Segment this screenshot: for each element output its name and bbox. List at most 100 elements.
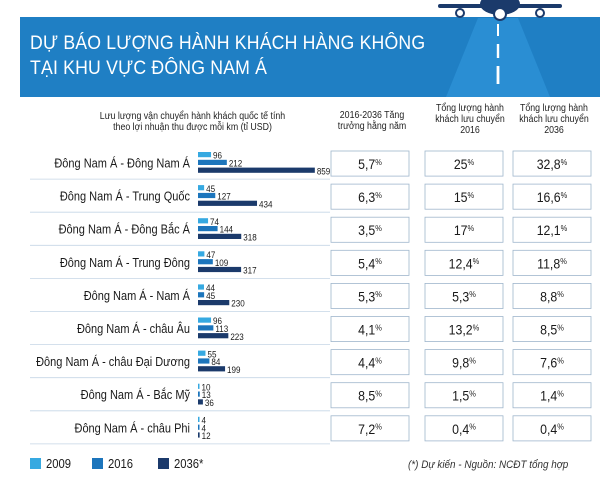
bar-2016 [198,391,200,397]
bar-value-label: 84 [211,356,220,367]
bar-value-label: 13 [202,390,211,401]
bar-2009 [198,350,206,356]
bar-value-label: 109 [215,257,229,268]
table-cell-share-2036 [512,150,592,177]
table-cell-share-2016 [424,150,504,177]
bar-value-label: 36 [205,397,214,408]
table-value-growth: 3,5% [358,223,382,239]
legend-label: 2009 [46,456,71,471]
table-cell-share-2016 [424,316,504,343]
legend-swatch [92,458,103,469]
legend-label: 2036* [174,456,204,471]
category-label: Đông Nam Á - Đông Nam Á [54,157,190,171]
category-label: Đông Nam Á - châu Phi [75,422,190,436]
table-value-growth: 8,5% [358,388,382,404]
table-cell-share-2036 [512,249,592,276]
category-label: Đông Nam Á - Trung Quốc [60,190,190,204]
table-cell-share-2036 [512,382,592,409]
bar-2016 [198,259,213,265]
table-cell-growth [330,183,410,210]
table-value-share-2036: 0,4% [540,421,564,437]
bar-value-label: 199 [227,364,241,375]
table-value-growth: 5,4% [358,256,382,272]
table-cell-growth [330,316,410,343]
table-value-share-2016: 15% [454,189,474,205]
bar-value-label: 96 [213,316,222,327]
table-value-growth: 6,3% [358,189,382,205]
bar-value-label: 317 [243,265,257,276]
column-header-share-2016: Tổng lượng hành khách lưu chuyển 2016 [435,103,505,136]
bar-2009 [198,185,205,191]
bar-value-label: 223 [230,331,244,342]
table-cell-growth [330,249,410,276]
table-value-share-2036: 16,6% [537,189,568,205]
bar-value-label: 4 [202,423,207,434]
bar-value-label: 45 [206,290,215,301]
table-cell-growth [330,382,410,409]
table-value-share-2036: 8,8% [540,289,564,305]
legend-swatch [158,458,169,469]
bar-2009 [198,317,212,323]
table-value-share-2016: 1,5% [452,388,476,404]
bar-2036 [198,266,242,273]
bar-value-label: 44 [206,282,215,293]
table-value-growth: 4,4% [358,355,382,371]
table-cell-growth [330,349,410,376]
bar-2009 [198,416,200,422]
bar-value-label: 74 [210,216,219,227]
table-cell-share-2036 [512,216,592,243]
table-cell-share-2016 [424,216,504,243]
bar-2036 [198,233,242,239]
bar-value-label: 12 [202,430,211,441]
bar-value-label: 4 [202,415,207,426]
bar-value-label: 47 [206,249,215,260]
category-label: Đông Nam Á - châu Đại Dương [36,356,190,370]
bar-value-label: 96 [213,150,222,161]
bar-2009 [198,284,204,290]
table-cell-share-2036 [512,349,592,376]
table-value-share-2016: 5,3% [452,289,476,305]
table-value-growth: 5,7% [358,156,382,172]
table-cell-share-2016 [424,415,504,442]
table-value-growth: 4,1% [358,322,382,338]
table-cell-share-2016 [424,183,504,210]
table-cell-growth [330,216,410,243]
table-cell-growth [330,150,410,177]
table-value-share-2016: 13,2% [449,322,480,338]
column-header-growth: 2016-2036 Tăng trưởng hằng năm [337,110,407,132]
bar-2016 [198,325,214,331]
bar-value-label: 859 [317,166,331,177]
table-value-share-2016: 9,8% [452,355,476,371]
table-value-growth: 7,2% [358,421,382,437]
bar-value-label: 55 [207,349,216,360]
bar-2036 [198,300,230,306]
bar-2009 [198,383,200,389]
table-cell-share-2016 [424,382,504,409]
category-label: Đông Nam Á - Trung Đông [60,256,190,270]
table-cell-growth [330,415,410,442]
bar-2016 [198,358,210,364]
bar-value-label: 434 [259,199,273,210]
table-value-share-2036: 7,6% [540,355,564,371]
chart-title-line-2: TẠI KHU VỰC ĐÔNG NAM Á [30,58,268,79]
bar-2016 [198,292,205,298]
category-label: Đông Nam Á - Nam Á [84,289,190,303]
category-label: Đông Nam Á - Đông Bắc Á [59,223,190,237]
source-footnote: (*) Dự kiến - Nguồn: NCĐT tổng hợp [408,459,569,471]
bar-value-label: 113 [215,323,228,334]
legend-swatch [30,458,41,469]
table-cell-share-2036 [512,183,592,210]
category-label: Đông Nam Á - châu Âu [77,322,190,336]
table-value-share-2036: 1,4% [540,388,564,404]
table-cell-share-2036 [512,415,592,442]
table-cell-growth [330,282,410,309]
bar-value-label: 230 [231,298,245,309]
bar-value-label: 212 [229,158,243,169]
table-value-growth: 5,3% [358,289,382,305]
table-cell-share-2016 [424,282,504,309]
table-value-share-2016: 25% [454,156,474,172]
bar-chart-header: Lưu lượng vận chuyển hành khách quốc tế … [99,111,286,133]
table-cell-share-2036 [512,282,592,309]
chart-title-line-1: DỰ BÁO LƯỢNG HÀNH KHÁCH HÀNG KHÔNG [30,33,426,54]
